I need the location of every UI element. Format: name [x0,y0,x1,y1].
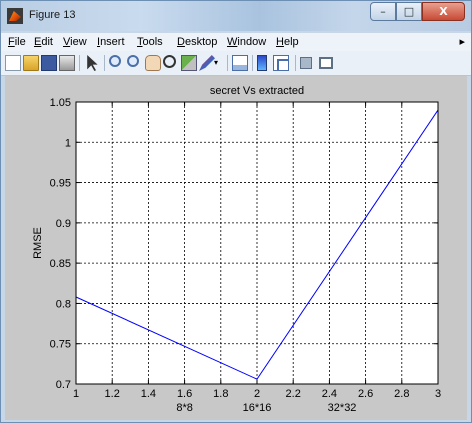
y-tick-label: 0.8 [56,298,71,310]
show-plot-tools-icon[interactable] [319,57,333,69]
x-tick-label: 2 [254,388,260,400]
chart-title: secret Vs extracted [210,85,304,97]
legend-icon[interactable] [273,55,289,71]
grid [76,102,438,384]
x-category-label: 32*32 [328,402,357,414]
series [75,109,439,380]
y-tick-label: 0.95 [50,178,71,190]
zoom-out-icon[interactable] [127,55,139,67]
edit-plot-icon[interactable] [87,55,98,71]
open-file-icon[interactable] [23,55,39,71]
y-tick-label: 0.7 [56,379,71,391]
x-tick-label: 1.8 [213,388,228,400]
new-figure-icon[interactable] [5,55,21,71]
menu-tools[interactable]: Tools [137,36,163,48]
x-tick-label: 2.2 [286,388,301,400]
menu-window[interactable]: Window [227,36,267,48]
toolbar-separator [227,55,228,71]
x-tick-label: 2.4 [322,388,337,400]
toolbar-separator [79,55,80,71]
ticks: 1 1.2 1.4 1.6 1.8 2 2.2 2.4 2.6 2.8 3 0.7 0.75 0.8 0.8… [50,97,441,414]
toolbar-separator [295,55,296,71]
menu-insert[interactable]: Insert [97,36,125,48]
y-tick-label: 0.85 [50,258,71,270]
pan-icon[interactable] [145,55,161,71]
menu-edit[interactable]: Edit [34,36,53,48]
hide-plot-tools-icon[interactable] [300,57,312,69]
zoom-in-icon[interactable] [109,55,121,67]
maximize-button[interactable]: □ [396,2,422,21]
x-tick-label: 2.6 [358,388,373,400]
menu-desktop[interactable]: Desktop [177,36,218,48]
data-cursor-icon[interactable] [181,55,197,71]
menu-view[interactable]: View [63,36,87,48]
x-tick-label: 1.4 [141,388,156,400]
rotate-3d-icon[interactable] [163,55,176,68]
brush-icon[interactable] [199,55,215,71]
y-axis-label: RMSE [32,227,44,259]
toolbar-separator [252,55,253,71]
window-controls: – □ X [370,2,465,22]
brush-dropdown-icon[interactable]: ▾ [214,58,219,67]
x-tick-label: 1 [73,388,79,400]
axes-box [75,101,439,385]
x-tick-label: 2.8 [394,388,409,400]
line-chart: 1 1.2 1.4 1.6 1.8 2 2.2 2.4 2.6 2.8 3 0.7 0.75 0.8 0.8… [32,85,441,414]
x-category-label: 16*16 [243,402,272,414]
series-line [75,109,439,380]
title-bar[interactable]: Figure 13 – □ X [1,1,471,31]
menu-overflow-icon[interactable]: ▸ [459,36,465,48]
figure-toolbar: ▾ [1,51,471,76]
menu-bar: File Edit View Insert Tools Desktop Wind… [1,33,471,51]
link-plot-icon[interactable] [232,55,248,71]
close-button[interactable]: X [422,2,465,21]
menu-file[interactable]: File [8,36,26,48]
x-tick-label: 1.6 [177,388,192,400]
x-category-label: 8*8 [176,402,193,414]
toolbar-separator [104,55,105,71]
y-tick-label: 1.05 [50,97,71,109]
window-title: Figure 13 [29,9,76,21]
save-icon[interactable] [41,55,57,71]
colorbar-icon[interactable] [257,55,267,71]
print-icon[interactable] [59,55,75,71]
minimize-button[interactable]: – [370,2,396,21]
y-tick-label: 1 [65,137,71,149]
x-tick-label: 1.2 [105,388,120,400]
y-tick-label: 0.9 [56,218,71,230]
x-tick-label: 3 [435,388,441,400]
y-tick-label: 0.75 [50,339,71,351]
matlab-icon [7,8,23,24]
menu-help[interactable]: Help [276,36,299,48]
